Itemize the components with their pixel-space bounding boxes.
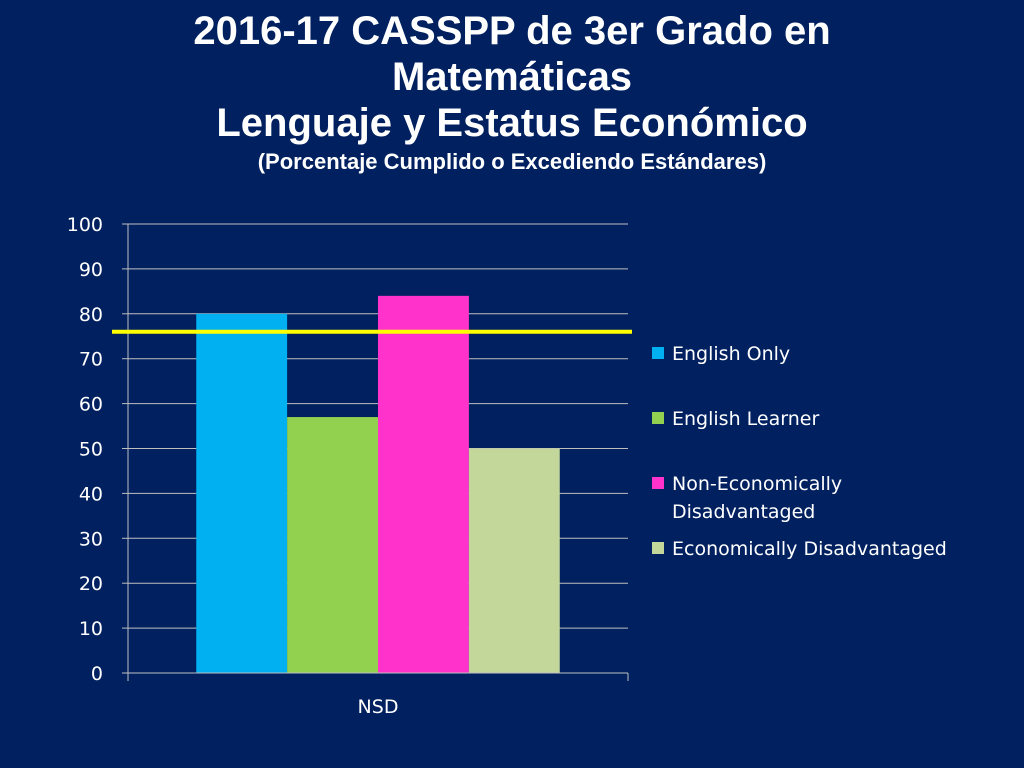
bars bbox=[196, 295, 560, 673]
legend-swatch bbox=[652, 347, 664, 359]
legend-label: Non-Economically Disadvantaged bbox=[672, 473, 843, 523]
x-axis-tick-labels: NSD bbox=[358, 696, 399, 718]
legend-item-economically-disadvantaged: Economically Disadvantaged bbox=[652, 535, 952, 563]
bar-non-economically-disadvantaged bbox=[378, 295, 469, 673]
y-tick-label-80: 80 bbox=[79, 304, 103, 326]
y-tick-label-70: 70 bbox=[79, 349, 103, 371]
legend-item-non-economically-disadvantaged: Non-Economically Disadvantaged bbox=[652, 470, 952, 526]
axes bbox=[122, 223, 629, 681]
y-axis-tick-labels: 0 10 20 30 40 50 60 70 80 90 100 bbox=[67, 214, 103, 685]
chart-title-line-1: 2016-17 CASSPP de 3er Grado en bbox=[193, 9, 831, 53]
legend-swatch bbox=[652, 477, 664, 489]
y-tick-label-0: 0 bbox=[91, 663, 103, 685]
y-tick-label-60: 60 bbox=[79, 394, 103, 416]
y-tick-label-40: 40 bbox=[79, 483, 103, 505]
legend-label: English Learner bbox=[672, 408, 820, 430]
y-tick-label-100: 100 bbox=[67, 214, 103, 236]
y-tick-label-50: 50 bbox=[79, 439, 103, 461]
legend-label: English Only bbox=[672, 343, 791, 365]
chart-title-line-3: Lenguaje y Estatus Económico bbox=[216, 101, 808, 145]
legend-swatch bbox=[652, 412, 664, 424]
chart-title-block: 2016-17 CASSPP de 3er Grado en Matemátic… bbox=[0, 8, 1024, 176]
legend-swatch bbox=[652, 542, 664, 554]
legend-item-english-only: English Only bbox=[652, 340, 952, 368]
y-tick-label-10: 10 bbox=[79, 618, 103, 640]
chart-subtitle: (Porcentaje Cumplido o Excediendo Estánd… bbox=[257, 149, 767, 174]
bar-english-only bbox=[196, 313, 288, 673]
bar-economically-disadvantaged bbox=[468, 448, 560, 673]
chart-title-line-2: Matemáticas bbox=[391, 55, 633, 99]
legend-label: Economically Disadvantaged bbox=[672, 538, 947, 560]
bar-english-learner bbox=[287, 417, 378, 673]
y-tick-label-90: 90 bbox=[79, 259, 103, 281]
legend-item-english-learner: English Learner bbox=[652, 405, 952, 433]
x-tick-label-nsd: NSD bbox=[358, 696, 399, 718]
y-tick-label-20: 20 bbox=[79, 573, 103, 595]
y-tick-label-30: 30 bbox=[79, 528, 103, 550]
